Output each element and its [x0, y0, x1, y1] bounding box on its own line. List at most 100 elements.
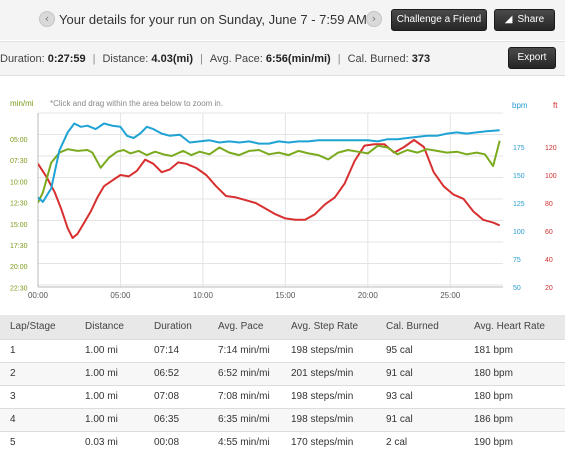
x-tick-label: 10:00: [193, 291, 214, 300]
pace-tick-label: 22:30: [10, 285, 28, 292]
column-header: Avg. Step Rate: [289, 315, 386, 339]
x-tick-label: 25:00: [440, 291, 461, 300]
x-tick-label: 15:00: [275, 291, 296, 300]
table-cell: 4:55 min/mi: [213, 430, 289, 454]
laps-table: Lap/Stage Distance Duration Avg. Pace Avg. S…: [0, 315, 565, 454]
table-row: 3 1.00 mi 07:08 7:08 min/mi 198 steps/min 93 …: [0, 384, 565, 408]
pace-tick-label: 07:30: [10, 158, 28, 165]
table-cell: 201 steps/min: [289, 361, 386, 385]
bpm-tick-label: 75: [513, 257, 521, 264]
pace-tick-label: 12:30: [10, 201, 28, 208]
zoom-hint: *Click and drag within the area below to…: [50, 99, 223, 108]
table-cell: 1.00 mi: [72, 384, 152, 408]
pace-tick-label: 10:00: [10, 179, 28, 186]
x-tick-label: 00:00: [28, 291, 49, 300]
table-cell: 1.00 mi: [72, 407, 152, 431]
table-cell: 180 bpm: [472, 384, 565, 408]
table-cell: 198 steps/min: [289, 338, 386, 362]
x-tick-label: 05:00: [110, 291, 131, 300]
table-cell: 170 steps/min: [289, 430, 386, 454]
pace-series-line: [38, 140, 501, 204]
column-header: Avg. Heart Rate: [472, 315, 565, 339]
table-cell: 91 cal: [386, 361, 472, 385]
pace-value: 6:56(min/mi): [265, 53, 331, 65]
separator: |: [92, 53, 96, 65]
distance-label: Distance:: [102, 53, 152, 65]
table-cell: 198 steps/min: [289, 384, 386, 408]
pace-tick-label: 15:00: [10, 222, 28, 229]
table-cell: 5: [0, 430, 72, 454]
run-chart[interactable]: min/mi *Click and drag within the area be…: [0, 90, 565, 304]
table-cell: 2 cal: [386, 430, 472, 454]
table-row: 2 1.00 mi 06:52 6:52 min/mi 201 steps/min 91 …: [0, 361, 565, 385]
table-cell: 7:14 min/mi: [213, 338, 289, 362]
ft-tick-label: 80: [545, 201, 553, 208]
table-cell: 07:14: [152, 338, 213, 362]
share-label: Share: [517, 14, 545, 25]
pace-label: Avg. Pace:: [209, 53, 266, 65]
bpm-tick-label: 100: [513, 229, 525, 236]
megaphone-icon: ◢: [504, 14, 513, 25]
bpm-tick-label: 50: [513, 285, 521, 292]
bpm-tick-label: 150: [513, 173, 525, 180]
ft-tick-label: 60: [545, 229, 553, 236]
heart-rate-series-line: [38, 122, 500, 203]
table-cell: 6:52 min/mi: [213, 361, 289, 385]
separator: |: [337, 53, 341, 65]
summary-stats: Duration: 0:27:59 | Distance: 4.03(mi) | Avg…: [0, 53, 430, 65]
table-cell: 06:52: [152, 361, 213, 385]
duration-value: 0:27:59: [47, 53, 86, 65]
table-cell: 190 bpm: [472, 430, 565, 454]
table-row: 4 1.00 mi 06:35 6:35 min/mi 198 steps/min 91 …: [0, 407, 565, 431]
table-cell: 6:35 min/mi: [213, 407, 289, 431]
column-header: Distance: [72, 315, 152, 339]
page-title: Your details for your run on Sunday, Jun…: [59, 12, 367, 27]
left-axis-label: min/mi: [10, 99, 34, 108]
table-row: 5 0.03 mi 00:08 4:55 min/mi 170 steps/min 2 c…: [0, 430, 565, 454]
table-cell: 3: [0, 384, 72, 408]
elevation-series-line: [38, 139, 501, 239]
table-cell: 4: [0, 407, 72, 431]
pace-tick-label: 20:00: [10, 264, 28, 271]
table-cell: 0.03 mi: [72, 430, 152, 454]
run-header: ‹ Your details for your run on Sunday, J…: [0, 0, 565, 40]
pace-tick-label: 17:30: [10, 243, 28, 250]
chevron-left-icon[interactable]: ‹: [39, 11, 55, 27]
table-cell: 198 steps/min: [289, 407, 386, 431]
separator: |: [199, 53, 203, 65]
table-body: 1 1.00 mi 07:14 7:14 min/mi 198 steps/min 95 …: [0, 338, 565, 454]
ft-tick-label: 100: [545, 173, 557, 180]
table-cell: 95 cal: [386, 338, 472, 362]
ft-tick-label: 120: [545, 145, 557, 152]
column-header: Avg. Pace: [213, 315, 289, 339]
chevron-right-icon[interactable]: ›: [366, 11, 382, 27]
column-header: Lap/Stage: [0, 315, 72, 339]
table-cell: 00:08: [152, 430, 213, 454]
table-cell: 1.00 mi: [72, 361, 152, 385]
table-cell: 7:08 min/mi: [213, 384, 289, 408]
export-button[interactable]: Export: [508, 47, 556, 69]
duration-label: Duration:: [0, 53, 48, 65]
ft-axis-label: ft: [553, 101, 558, 110]
bpm-tick-label: 125: [513, 201, 525, 208]
challenge-friend-button[interactable]: Challenge a Friend: [391, 9, 487, 31]
table-cell: 1: [0, 338, 72, 362]
table-cell: 93 cal: [386, 384, 472, 408]
cal-label: Cal. Burned:: [347, 53, 412, 65]
table-cell: 1.00 mi: [72, 338, 152, 362]
table-cell: 181 bpm: [472, 338, 565, 362]
ft-tick-label: 20: [545, 285, 553, 292]
column-header: Duration: [152, 315, 213, 339]
bpm-axis-label: bpm: [512, 101, 528, 110]
bpm-tick-label: 175: [513, 145, 525, 152]
table-cell: 186 bpm: [472, 407, 565, 431]
column-header: Cal. Burned: [386, 315, 472, 339]
table-header-row: Lap/Stage Distance Duration Avg. Pace Avg. S…: [0, 315, 565, 339]
run-summary: Duration: 0:27:59 | Distance: 4.03(mi) | Avg…: [0, 41, 565, 76]
table-cell: 2: [0, 361, 72, 385]
table-cell: 91 cal: [386, 407, 472, 431]
cal-value: 373: [411, 53, 431, 65]
pace-tick-label: 05:00: [10, 137, 28, 144]
table-cell: 07:08: [152, 384, 213, 408]
share-button[interactable]: ◢ Share: [494, 9, 555, 31]
